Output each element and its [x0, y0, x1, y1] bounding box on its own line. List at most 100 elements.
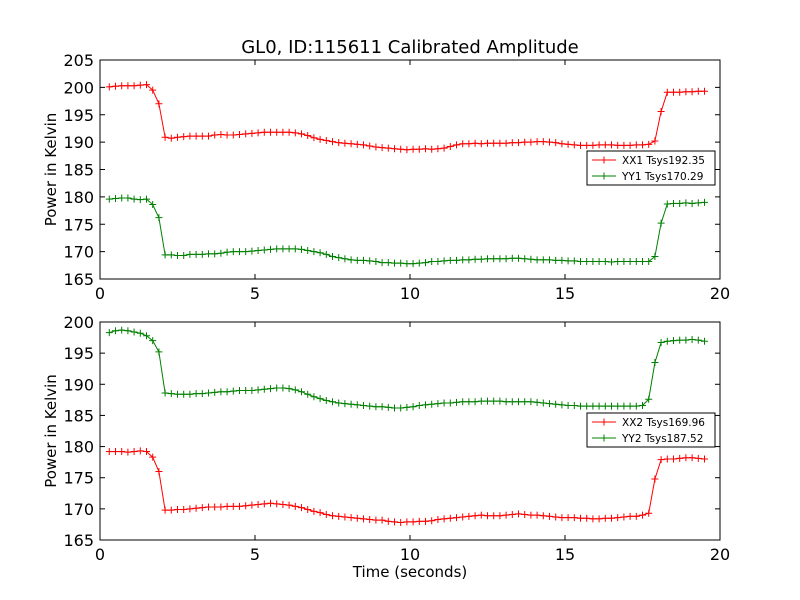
data-point [608, 514, 615, 522]
legend-label: XX2 Tsys169.96 [622, 417, 705, 429]
data-point [124, 448, 132, 456]
data-point [205, 250, 212, 258]
data-point [601, 141, 609, 149]
data-point [409, 260, 417, 268]
data-point [186, 132, 194, 140]
data-point [384, 517, 392, 525]
data-point [415, 401, 423, 409]
data-point [434, 257, 442, 265]
data-point [273, 245, 281, 253]
data-point [335, 254, 343, 262]
data-point [353, 401, 361, 409]
data-point [502, 511, 510, 519]
data-point [310, 248, 318, 256]
data-point [614, 514, 622, 522]
data-point [539, 138, 547, 146]
data-point [242, 130, 250, 138]
data-point [434, 515, 442, 523]
data-point [508, 254, 516, 262]
data-point [260, 128, 268, 136]
data-point [118, 194, 126, 202]
series-line [109, 197, 705, 265]
data-point [403, 260, 411, 268]
data-point [384, 259, 392, 267]
data-point [694, 336, 702, 344]
data-point [192, 250, 200, 258]
x-tick-label: 10 [400, 545, 420, 564]
data-point [620, 402, 628, 410]
data-point [378, 259, 386, 267]
data-point [229, 502, 237, 510]
data-point [155, 348, 163, 356]
data-point [112, 82, 119, 90]
y-tick-label: 170 [63, 243, 94, 262]
data-point [546, 400, 553, 408]
data-point [211, 131, 219, 139]
data-point [626, 512, 634, 520]
data-point [471, 139, 479, 147]
data-point [130, 82, 138, 90]
data-point [415, 145, 423, 153]
data-point [620, 257, 628, 265]
data-point [384, 403, 392, 411]
data-point [434, 400, 442, 408]
data-point [614, 141, 622, 149]
legend-box [586, 412, 716, 448]
data-point [558, 401, 566, 409]
data-point [254, 247, 262, 255]
data-point [409, 518, 417, 526]
data-point [422, 517, 429, 525]
data-point [676, 454, 684, 462]
data-point [422, 401, 429, 409]
chart-panel-2: 0 5 10 15 20 165 170 175 180 185 190 195 200 Power in… [42, 313, 730, 581]
data-point [601, 514, 609, 522]
data-point [484, 512, 491, 520]
data-point [211, 388, 219, 396]
data-point [620, 513, 628, 521]
data-point [372, 403, 380, 411]
data-point [570, 257, 578, 265]
data-point [446, 399, 454, 407]
data-point [589, 515, 597, 523]
data-point [248, 501, 256, 509]
data-point [248, 387, 256, 395]
data-point [577, 257, 584, 265]
data-point [676, 199, 684, 207]
data-point [267, 499, 274, 507]
x-axis-label: Time (seconds) [352, 563, 468, 581]
data-point [192, 390, 200, 398]
data-point [273, 128, 281, 136]
data-point [688, 335, 696, 343]
data-point [322, 510, 330, 518]
data-point [198, 132, 206, 140]
data-point [174, 133, 181, 141]
data-point [366, 142, 374, 150]
data-point [378, 516, 386, 524]
data-point [267, 245, 274, 253]
data-point [663, 88, 671, 96]
y-tick-label: 175 [63, 215, 94, 234]
data-point [298, 388, 305, 396]
data-point [335, 139, 343, 147]
data-point [254, 386, 262, 394]
data-point [688, 454, 696, 462]
data-point [360, 401, 367, 409]
y-tick-label: 165 [63, 270, 94, 289]
data-point [694, 199, 702, 207]
data-point [242, 502, 250, 510]
data-point [341, 400, 349, 408]
legend-marker [600, 156, 608, 164]
data-point [409, 403, 417, 411]
data-point [651, 253, 659, 261]
data-point [583, 257, 591, 265]
data-point [105, 195, 113, 203]
data-point [459, 398, 467, 406]
data-point [155, 467, 163, 475]
data-point [391, 145, 398, 153]
data-point [645, 140, 653, 148]
data-point [539, 399, 547, 407]
data-point [465, 140, 473, 148]
data-point [167, 390, 175, 398]
data-point [595, 515, 603, 523]
data-point [273, 500, 281, 508]
